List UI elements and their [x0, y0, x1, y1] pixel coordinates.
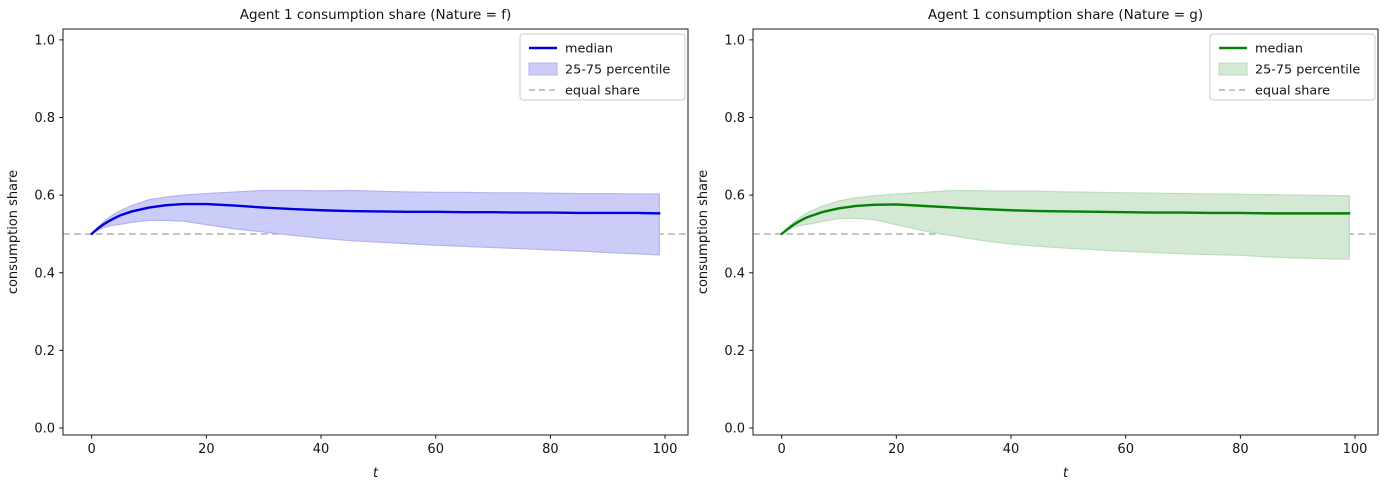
x-tick-label: 0: [778, 442, 786, 457]
x-tick-label: 100: [1343, 442, 1368, 457]
x-tick-label: 100: [653, 442, 678, 457]
x-tick-label: 80: [1232, 442, 1249, 457]
y-axis-label: consumption share: [6, 170, 21, 294]
median-line: [90, 202, 661, 236]
y-tick-label: 1.0: [34, 33, 55, 48]
y-tick-label: 0.6: [34, 189, 55, 204]
y-axis-label: consumption share: [696, 170, 711, 294]
x-tick-label: 60: [1117, 442, 1134, 457]
legend: median 25-75 percentile equal share: [1209, 33, 1376, 101]
x-tick-label: 40: [1003, 442, 1020, 457]
y-tick-label: 0.4: [34, 266, 55, 281]
y-tick-label: 0.4: [724, 266, 745, 281]
y-tick-label: 0.2: [724, 344, 745, 359]
legend-band-swatch: [528, 62, 558, 76]
x-axis-label: t: [373, 465, 379, 481]
x-tick-label: 40: [313, 442, 330, 457]
legend-label: equal share: [565, 84, 640, 99]
x-axis-label: t: [1063, 465, 1069, 481]
chart-title: Agent 1 consumption share (Nature = f): [240, 7, 512, 23]
legend-label: median: [1255, 42, 1303, 57]
chart-title: Agent 1 consumption share (Nature = g): [928, 7, 1203, 23]
legend: median 25-75 percentile equal share: [519, 33, 686, 101]
legend-band-swatch: [1218, 62, 1248, 76]
legend-label: median: [565, 42, 613, 57]
legend-label: equal share: [1255, 84, 1330, 99]
x-tick-label: 80: [542, 442, 559, 457]
y-tick-label: 0.0: [34, 422, 55, 437]
median-line: [780, 203, 1351, 236]
chart-nature-g: Agent 1 consumption share (Nature = g) t c…: [696, 7, 1379, 481]
x-tick-label: 20: [888, 442, 905, 457]
x-tick-label: 60: [427, 442, 444, 457]
legend-label: 25-75 percentile: [1255, 63, 1360, 78]
plot-spines: [752, 28, 1379, 436]
chart-nature-f: Agent 1 consumption share (Nature = f) t c…: [6, 7, 689, 481]
plot-spines: [62, 28, 689, 436]
x-tick-label: 0: [88, 442, 96, 457]
legend-label: 25-75 percentile: [565, 63, 670, 78]
legend-box: [519, 33, 686, 101]
y-tick-label: 0.8: [724, 111, 745, 126]
y-tick-label: 0.6: [724, 189, 745, 204]
y-tick-label: 1.0: [724, 33, 745, 48]
x-tick-label: 20: [198, 442, 215, 457]
percentile-band: [91, 189, 660, 256]
legend-box: [1209, 33, 1376, 101]
y-tick-label: 0.0: [724, 422, 745, 437]
percentile-band: [781, 189, 1350, 260]
y-tick-label: 0.8: [34, 111, 55, 126]
y-tick-label: 0.2: [34, 344, 55, 359]
